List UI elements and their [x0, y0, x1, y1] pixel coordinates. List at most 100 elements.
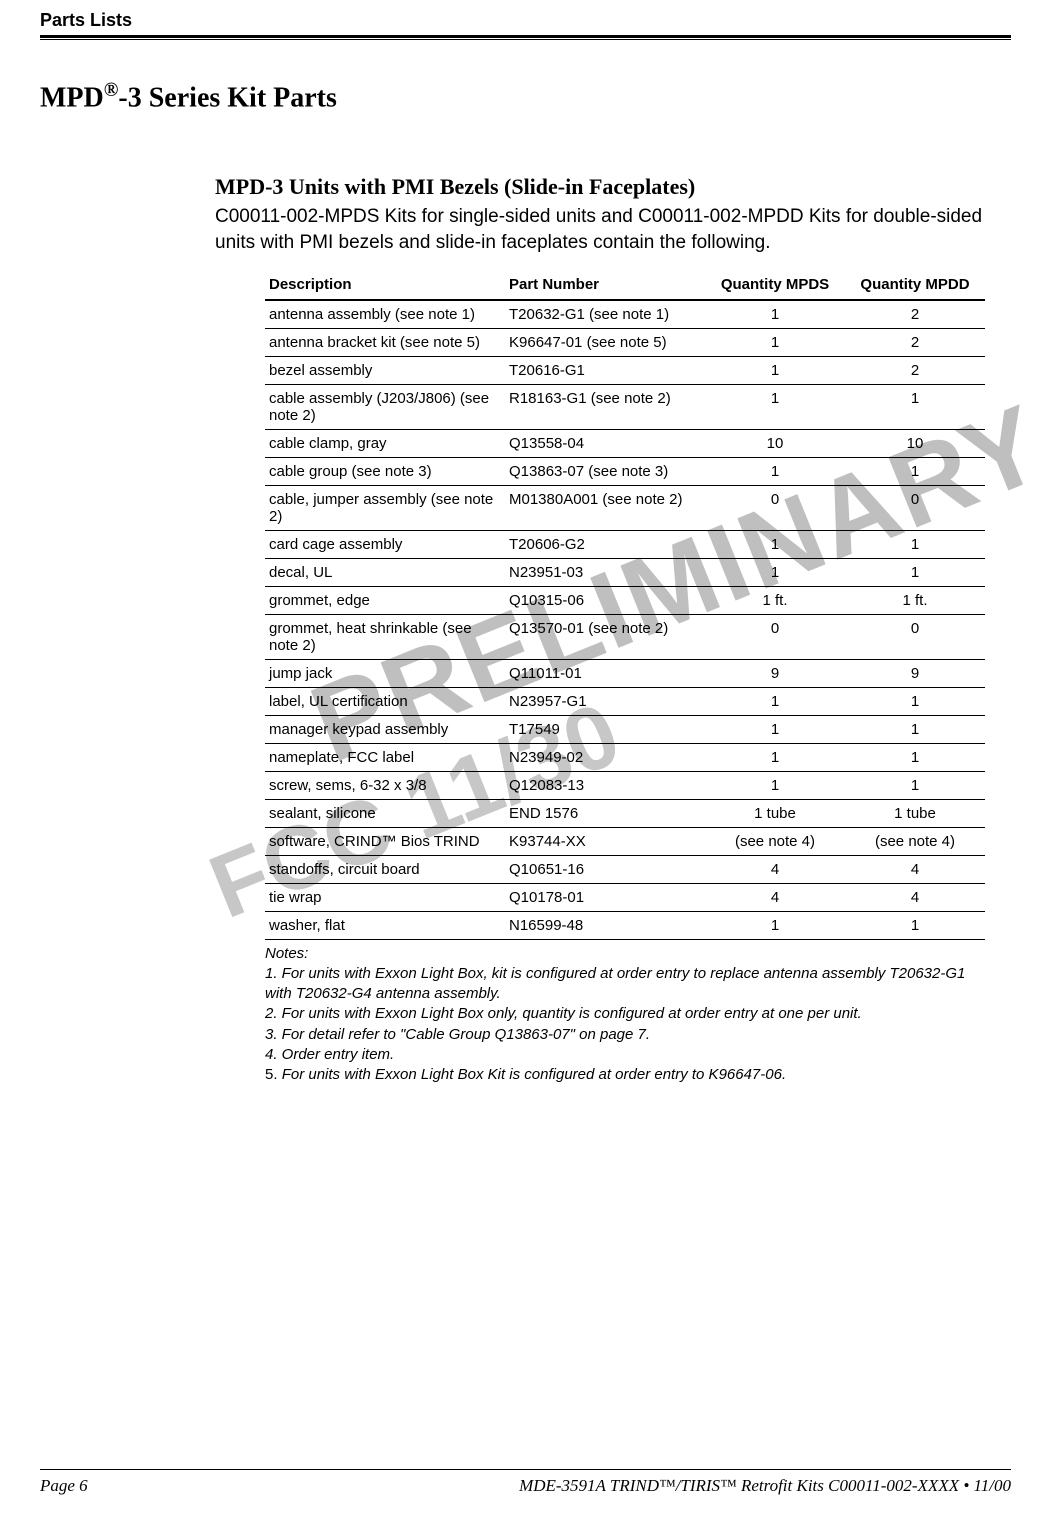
cell-part-number: N23957-G1	[505, 687, 705, 715]
sub-heading: MPD-3 Units with PMI Bezels (Slide-in Fa…	[215, 174, 1011, 200]
main-heading-pre: MPD	[40, 82, 104, 113]
cell-description: cable clamp, gray	[265, 429, 505, 457]
cell-part-number: R18163-G1 (see note 2)	[505, 384, 705, 429]
cell-description: label, UL certification	[265, 687, 505, 715]
table-row: grommet, edgeQ10315-061 ft.1 ft.	[265, 586, 985, 614]
cell-qty-mpds: (see note 4)	[705, 827, 845, 855]
footer-page-number: Page 6	[40, 1476, 88, 1496]
table-row: tie wrapQ10178-0144	[265, 883, 985, 911]
cell-description: antenna bracket kit (see note 5)	[265, 328, 505, 356]
cell-part-number: T20616-G1	[505, 356, 705, 384]
cell-part-number: Q10178-01	[505, 883, 705, 911]
running-head: Parts Lists	[40, 0, 1011, 31]
col-header-description: Description	[265, 270, 505, 300]
cell-qty-mpds: 1	[705, 356, 845, 384]
cell-part-number: Q11011-01	[505, 659, 705, 687]
table-row: decal, ULN23951-0311	[265, 558, 985, 586]
cell-description: sealant, silicone	[265, 799, 505, 827]
table-row: antenna assembly (see note 1)T20632-G1 (…	[265, 300, 985, 329]
cell-qty-mpds: 1	[705, 384, 845, 429]
cell-qty-mpds: 1 ft.	[705, 586, 845, 614]
note-5: 5. For units with Exxon Light Box Kit is…	[265, 1065, 985, 1085]
table-row: cable group (see note 3)Q13863-07 (see n…	[265, 457, 985, 485]
col-header-qty-mpdd: Quantity MPDD	[845, 270, 985, 300]
cell-qty-mpds: 1	[705, 715, 845, 743]
cell-qty-mpdd: 1	[845, 911, 985, 939]
notes-heading: Notes:	[265, 944, 985, 964]
header-rule-thin	[40, 39, 1011, 40]
cell-qty-mpds: 10	[705, 429, 845, 457]
cell-qty-mpdd: 1	[845, 687, 985, 715]
cell-description: antenna assembly (see note 1)	[265, 300, 505, 329]
cell-qty-mpds: 0	[705, 485, 845, 530]
table-row: screw, sems, 6-32 x 3/8Q12083-1311	[265, 771, 985, 799]
col-header-qty-mpds: Quantity MPDS	[705, 270, 845, 300]
cell-qty-mpds: 1	[705, 771, 845, 799]
footer-row: Page 6 MDE-3591A TRIND™/TIRIS™ Retrofit …	[40, 1476, 1011, 1496]
cell-description: washer, flat	[265, 911, 505, 939]
table-row: jump jackQ11011-0199	[265, 659, 985, 687]
note-5-lead: 5.	[265, 1066, 282, 1083]
table-row: label, UL certificationN23957-G111	[265, 687, 985, 715]
notes-block: Notes: 1. For units with Exxon Light Box…	[265, 944, 985, 1086]
table-row: sealant, siliconeEND 15761 tube1 tube	[265, 799, 985, 827]
cell-qty-mpds: 0	[705, 614, 845, 659]
cell-part-number: N23949-02	[505, 743, 705, 771]
cell-part-number: Q10651-16	[505, 855, 705, 883]
cell-qty-mpdd: 0	[845, 614, 985, 659]
cell-part-number: Q13570-01 (see note 2)	[505, 614, 705, 659]
cell-part-number: Q12083-13	[505, 771, 705, 799]
table-row: software, CRIND™ Bios TRINDK93744-XX(see…	[265, 827, 985, 855]
cell-qty-mpdd: 2	[845, 356, 985, 384]
cell-qty-mpdd: 10	[845, 429, 985, 457]
cell-qty-mpds: 1	[705, 687, 845, 715]
cell-qty-mpds: 1 tube	[705, 799, 845, 827]
cell-qty-mpdd: 1	[845, 558, 985, 586]
table-row: bezel assemblyT20616-G112	[265, 356, 985, 384]
cell-qty-mpdd: 1	[845, 743, 985, 771]
parts-table-body: antenna assembly (see note 1)T20632-G1 (…	[265, 300, 985, 940]
table-row: card cage assemblyT20606-G211	[265, 530, 985, 558]
table-row: manager keypad assemblyT1754911	[265, 715, 985, 743]
cell-part-number: T17549	[505, 715, 705, 743]
cell-part-number: K96647-01 (see note 5)	[505, 328, 705, 356]
cell-qty-mpdd: 0	[845, 485, 985, 530]
cell-description: grommet, heat shrinkable (see note 2)	[265, 614, 505, 659]
cell-qty-mpdd: 4	[845, 883, 985, 911]
note-5-body: For units with Exxon Light Box Kit is co…	[282, 1066, 786, 1083]
cell-qty-mpds: 1	[705, 457, 845, 485]
cell-qty-mpdd: 1 tube	[845, 799, 985, 827]
parts-table: Description Part Number Quantity MPDS Qu…	[265, 270, 985, 940]
cell-part-number: Q13863-07 (see note 3)	[505, 457, 705, 485]
cell-qty-mpds: 1	[705, 530, 845, 558]
col-header-part-number: Part Number	[505, 270, 705, 300]
cell-description: jump jack	[265, 659, 505, 687]
cell-qty-mpds: 1	[705, 911, 845, 939]
table-row: cable clamp, grayQ13558-041010	[265, 429, 985, 457]
page-footer: Page 6 MDE-3591A TRIND™/TIRIS™ Retrofit …	[40, 1469, 1011, 1496]
cell-qty-mpds: 1	[705, 328, 845, 356]
main-heading-post: -3 Series Kit Parts	[118, 82, 337, 113]
cell-qty-mpds: 1	[705, 743, 845, 771]
cell-part-number: T20606-G2	[505, 530, 705, 558]
footer-rule	[40, 1469, 1011, 1470]
cell-description: decal, UL	[265, 558, 505, 586]
table-row: cable, jumper assembly (see note 2)M0138…	[265, 485, 985, 530]
table-row: standoffs, circuit boardQ10651-1644	[265, 855, 985, 883]
main-heading-sup: ®	[104, 80, 119, 101]
table-row: washer, flatN16599-4811	[265, 911, 985, 939]
cell-qty-mpdd: 1	[845, 715, 985, 743]
cell-qty-mpdd: 9	[845, 659, 985, 687]
cell-description: nameplate, FCC label	[265, 743, 505, 771]
cell-description: bezel assembly	[265, 356, 505, 384]
cell-description: manager keypad assembly	[265, 715, 505, 743]
cell-qty-mpdd: 2	[845, 300, 985, 329]
table-header-row: Description Part Number Quantity MPDS Qu…	[265, 270, 985, 300]
cell-description: screw, sems, 6-32 x 3/8	[265, 771, 505, 799]
table-row: antenna bracket kit (see note 5)K96647-0…	[265, 328, 985, 356]
page-container: Parts Lists PRELIMINARY FCC 11/30 MPD®-3…	[0, 0, 1051, 1520]
cell-part-number: Q10315-06	[505, 586, 705, 614]
cell-qty-mpdd: 1	[845, 457, 985, 485]
table-row: grommet, heat shrinkable (see note 2)Q13…	[265, 614, 985, 659]
cell-qty-mpdd: 4	[845, 855, 985, 883]
